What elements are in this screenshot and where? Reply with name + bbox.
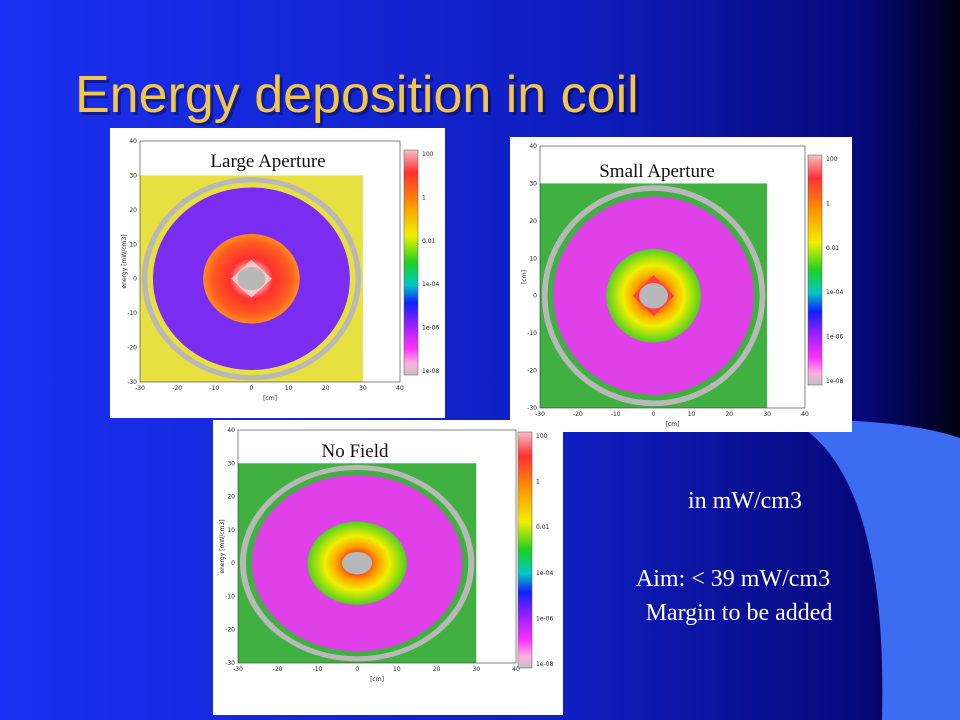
y-tick-label: -10 [225,593,235,600]
y-tick-label: -20 [527,368,537,375]
x-axis-label: [cm] [263,395,277,402]
colorbar-tick-label: 0.01 [826,245,840,252]
plot-frame [237,429,517,664]
note: Aim: < 39 mW/cm3 [636,566,830,592]
y-tick-label: -10 [527,330,537,337]
x-tick-label: 0 [652,411,656,418]
colorbar-tick-label: 1e-04 [826,289,843,296]
colorbar-tick-label: 1e-04 [422,281,439,288]
plot-panel: -30 -20 -10 0 10 20 30 40403020100-10-20-30[cm]… [213,420,563,715]
colorbar-tick-label: 1e-08 [422,368,439,375]
x-tick-label: 40 [801,411,809,418]
colorbar [403,149,419,376]
plot-frame [539,145,806,409]
colorbar-tick-label: 1e-04 [536,570,553,577]
y-tick-label: 0 [231,560,235,567]
colorbar-tick-label: 0.01 [422,238,436,245]
y-axis-label: energy [mW/cm3] [121,234,128,288]
colorbar-tick-label: 1 [422,194,426,201]
y-axis-label: energy [mW/cm3] [219,519,226,573]
y-tick-label: 0 [133,276,137,283]
plot-frame [139,140,401,383]
colorbar-tick-label: 1e-06 [422,325,439,332]
colorbar-tick-label: 1e-08 [536,661,553,668]
x-tick-label: 20 [322,385,330,392]
note: Margin to be added [646,600,833,626]
plot-panel: -30 -20 -10 0 10 20 30 40403020100-10-20-30[cm]… [110,128,445,418]
x-tick-label: 10 [688,411,696,418]
x-tick-label: -10 [611,411,621,418]
aperture [237,267,266,291]
x-axis-label: [cm] [370,676,384,683]
y-tick-label: 20 [129,207,137,214]
y-tick-label: 30 [529,180,537,187]
title-shadow: Energy deposition in coil [78,69,642,127]
colorbar-tick-label: 100 [536,433,548,440]
y-tick-label: 10 [529,255,537,262]
x-tick-label: 30 [472,666,480,673]
y-tick-label: 20 [227,494,235,501]
x-tick-label: -20 [573,411,583,418]
x-tick-label: -30 [233,666,243,673]
panel-label: No Field [321,441,389,462]
colorbar-tick-label: 0.01 [536,524,550,531]
y-tick-label: 40 [129,138,137,145]
title: Energy deposition in coil [75,66,639,124]
x-tick-label: 40 [512,666,520,673]
panels: -30 -20 -10 0 10 20 30 40403020100-10-20-30[cm]… [110,128,852,715]
y-axis-label: [cm] [521,270,528,284]
colorbar-tick-label: 1e-06 [826,334,843,341]
plot-panel: -30 -20 -10 0 10 20 30 40403020100-10-20-30[cm]… [510,137,852,432]
y-tick-label: -20 [225,627,235,634]
x-tick-label: 40 [396,385,404,392]
colorbar [517,431,533,669]
y-tick-label: 40 [227,427,235,434]
x-tick-label: 10 [393,666,401,673]
colorbar-tick-label: 1e-06 [536,615,553,622]
colorbar [807,154,823,386]
y-tick-label: 30 [227,460,235,467]
x-tick-label: -10 [313,666,323,673]
aperture [639,282,668,309]
panel-label: Large Aperture [210,151,325,172]
colorbar-tick-label: 1 [826,200,830,207]
decor-shape [790,419,960,720]
y-tick-label: 20 [529,218,537,225]
colorbar-tick-label: 100 [422,151,434,158]
y-tick-label: 10 [129,241,137,248]
x-tick-label: 20 [433,666,441,673]
x-tick-label: -30 [535,411,545,418]
y-tick-label: -30 [527,405,537,412]
x-tick-label: -20 [172,385,182,392]
y-tick-label: 10 [227,527,235,534]
colorbar-tick-label: 1e-08 [826,378,843,385]
colorbar-tick-label: 100 [826,156,838,163]
y-tick-label: -20 [127,345,137,352]
y-tick-label: -30 [225,660,235,667]
x-axis-label: [cm] [666,421,680,428]
x-tick-label: 20 [725,411,733,418]
note: in mW/cm3 [688,488,802,514]
colorbar-tick-label: 1 [536,479,540,486]
x-tick-label: 30 [763,411,771,418]
x-tick-label: 0 [355,666,359,673]
x-tick-label: 0 [250,385,254,392]
x-tick-label: 10 [285,385,293,392]
x-tick-label: -10 [209,385,219,392]
y-tick-label: 30 [129,172,137,179]
y-tick-label: 0 [533,293,537,300]
aperture [342,551,373,575]
x-tick-label: -30 [135,385,145,392]
y-tick-label: -10 [127,310,137,317]
y-tick-label: 40 [529,143,537,150]
panel-label: Small Aperture [599,161,715,182]
x-tick-label: 30 [359,385,367,392]
x-tick-label: -20 [273,666,283,673]
y-tick-label: -30 [127,379,137,386]
